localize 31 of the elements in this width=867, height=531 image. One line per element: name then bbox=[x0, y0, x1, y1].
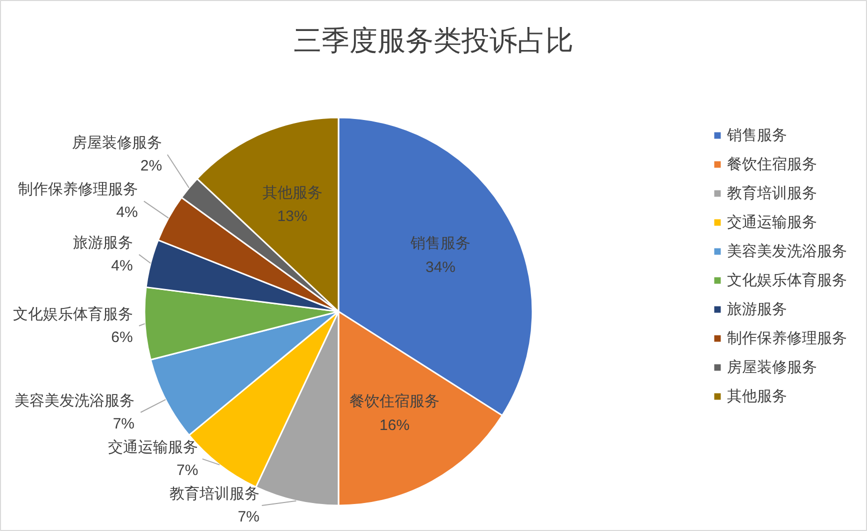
legend-label: 文化娱乐体育服务 bbox=[727, 270, 847, 290]
slice-label: 制作保养修理服务 bbox=[18, 181, 138, 198]
legend-label: 美容美发洗浴服务 bbox=[727, 242, 847, 260]
slice-label: 美容美发洗浴服务 bbox=[14, 392, 135, 410]
chart-title: 三季度服务类投诉占比 bbox=[294, 25, 574, 56]
data-label: 34% bbox=[425, 258, 456, 276]
slice-label: 餐饮住宿服务 bbox=[350, 393, 440, 410]
slice-label: 销售服务 bbox=[410, 235, 470, 252]
legend-label: 旅游服务 bbox=[727, 300, 787, 318]
data-label: 7% bbox=[176, 462, 198, 479]
data-label: 7% bbox=[238, 508, 260, 526]
legend-label: 教育培训服务 bbox=[727, 184, 817, 202]
data-label: 4% bbox=[111, 258, 133, 275]
legend-label: 餐饮住宿服务 bbox=[727, 154, 817, 174]
data-label: 6% bbox=[111, 328, 133, 346]
legend-label: 制作保养修理服务 bbox=[727, 328, 847, 348]
slice-label: 旅游服务 bbox=[72, 234, 133, 252]
data-label: 4% bbox=[116, 204, 138, 222]
data-label: 2% bbox=[140, 158, 162, 175]
data-label: 13% bbox=[277, 208, 308, 226]
slice-label: 房屋装修服务 bbox=[72, 134, 162, 152]
data-label: 7% bbox=[112, 415, 135, 432]
legend-label: 其他服务 bbox=[727, 386, 787, 406]
legend-label: 销售服务 bbox=[727, 126, 787, 144]
slice-label: 其他服务 bbox=[262, 184, 322, 202]
legend-label: 交通运输服务 bbox=[727, 212, 817, 232]
slice-label: 教育培训服务 bbox=[169, 486, 260, 503]
slice-label: 文化娱乐体育服务 bbox=[12, 306, 133, 323]
legend-label: 房屋装修服务 bbox=[727, 358, 817, 376]
slice-label: 交通运输服务 bbox=[108, 438, 198, 456]
data-label: 16% bbox=[380, 416, 410, 434]
